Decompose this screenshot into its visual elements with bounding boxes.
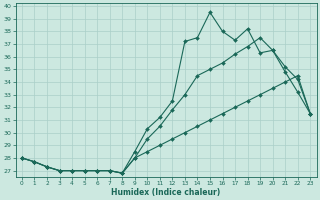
X-axis label: Humidex (Indice chaleur): Humidex (Indice chaleur) (111, 188, 221, 197)
